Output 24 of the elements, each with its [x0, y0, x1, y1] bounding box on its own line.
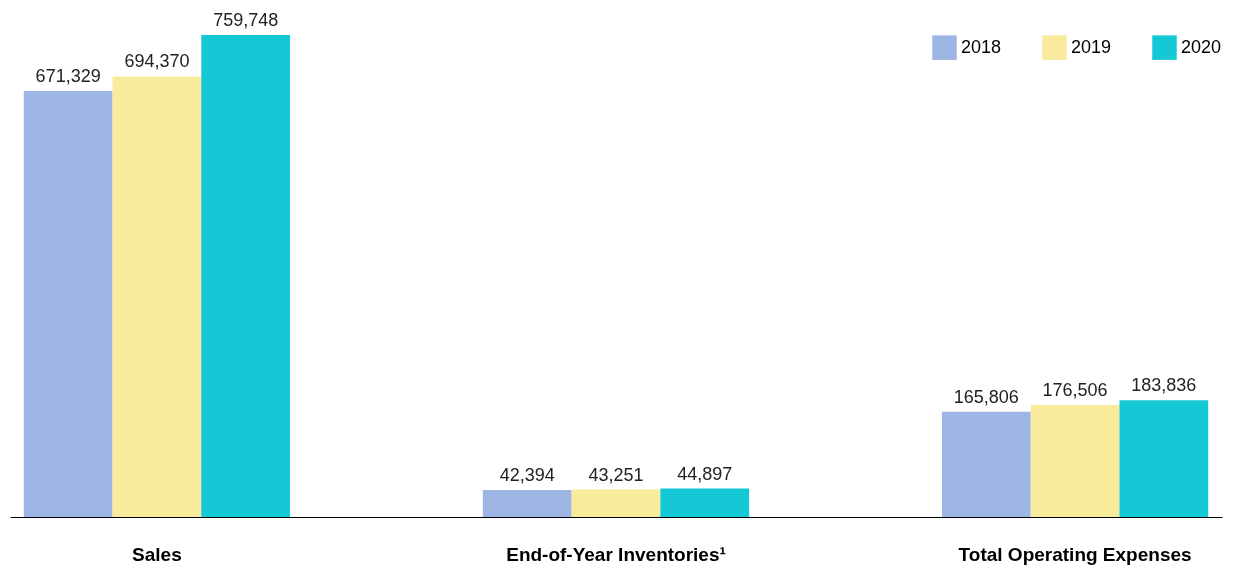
bar [1119, 400, 1209, 517]
data-label: 43,251 [588, 464, 644, 485]
data-label: 671,329 [35, 66, 101, 87]
data-label: 759,748 [213, 10, 279, 30]
bar [482, 490, 572, 517]
x-tick-label: Total Operating Expenses [958, 543, 1192, 565]
legend-label: 2020 [1181, 36, 1222, 57]
bar [941, 411, 1031, 517]
bar [23, 91, 113, 517]
legend-label: 2019 [1071, 36, 1112, 57]
data-label: 44,897 [677, 463, 733, 484]
legend-label: 2018 [961, 36, 1002, 57]
bar [201, 35, 291, 517]
data-label: 694,370 [124, 51, 190, 72]
bar [1030, 405, 1120, 517]
data-label: 176,506 [1042, 380, 1108, 401]
data-label: 183,836 [1131, 375, 1197, 396]
data-label: 165,806 [953, 386, 1019, 407]
bar [660, 488, 750, 517]
data-label: 42,394 [499, 465, 555, 486]
bar [571, 489, 661, 517]
x-tick-label: Sales [132, 543, 182, 565]
x-tick-label: End-of-Year Inventories¹ [506, 543, 726, 565]
bar [112, 76, 202, 517]
